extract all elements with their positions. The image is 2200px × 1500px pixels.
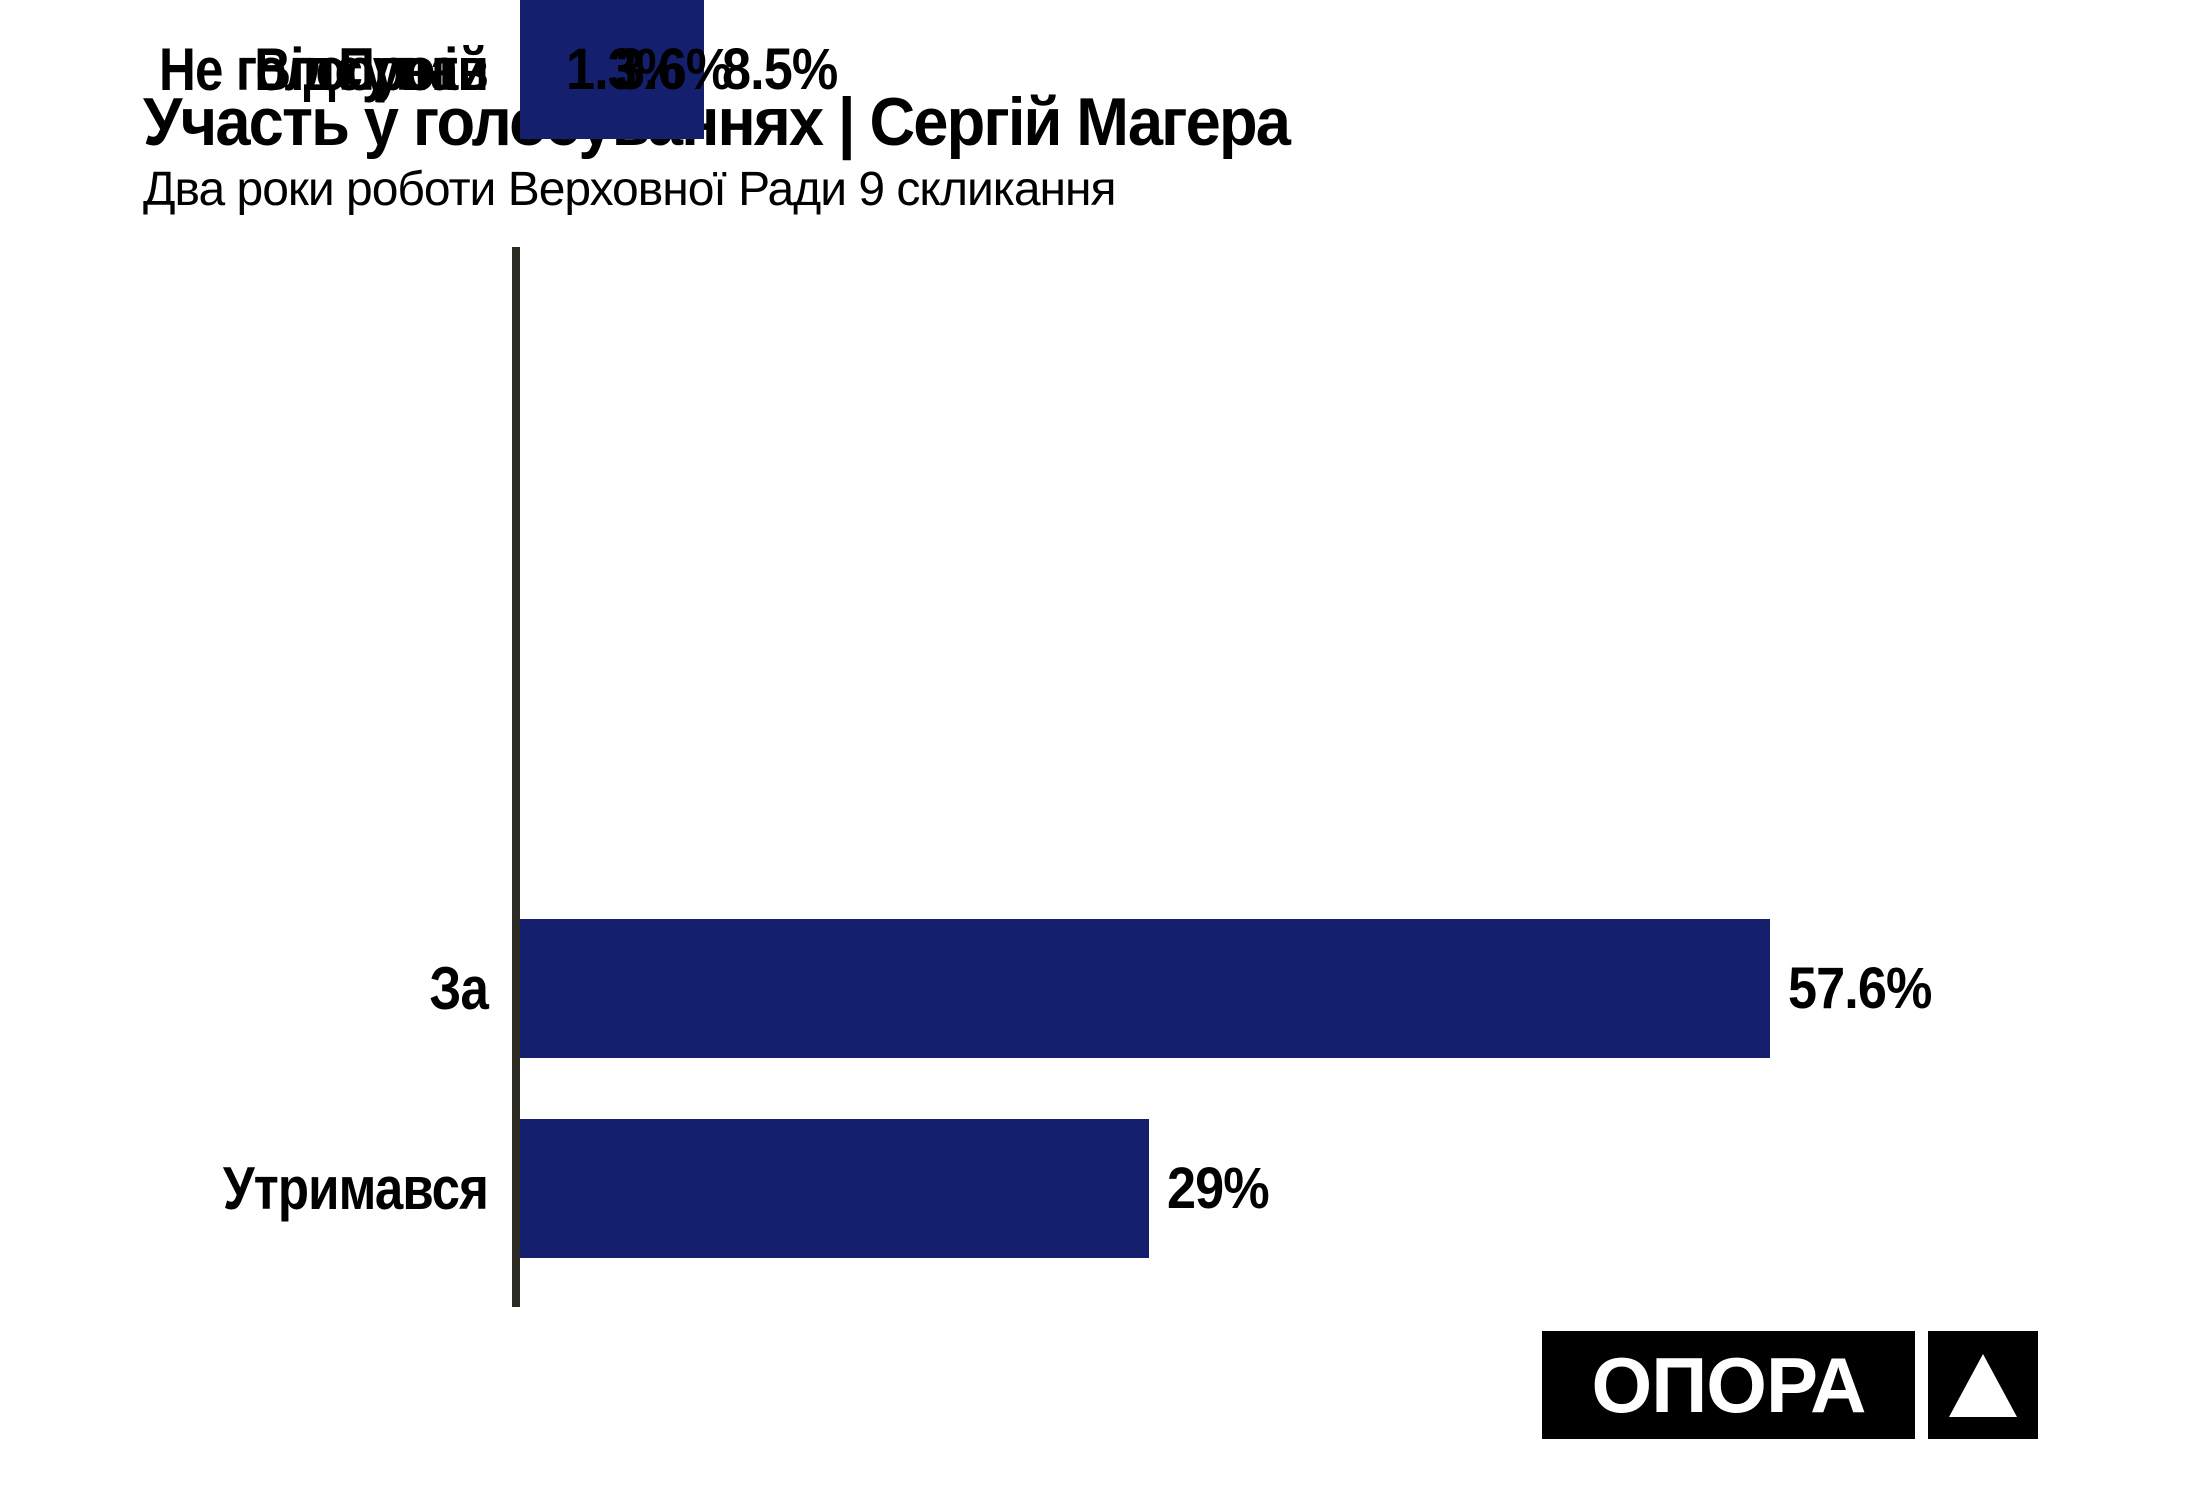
value-label: 29% [1167, 1156, 1270, 1221]
bar [520, 919, 1770, 1058]
category-label: Не голосував [159, 36, 489, 103]
category-label: За [429, 955, 488, 1022]
chart-subtitle: Два роки роботи Верховної Ради 9 скликан… [143, 163, 1117, 216]
bar-row-proty: Проти 1.3% [0, 0, 2200, 139]
category-label: Утримався [222, 1155, 489, 1222]
bar-row-za: За 57.6% [0, 919, 2200, 1058]
bar [520, 1119, 1149, 1258]
value-label: 8.5% [722, 37, 838, 102]
bar-row-ne-holosuvav: Не голосував 3.6% [0, 0, 2200, 139]
chart-title: Участь у голосуваннях | Сергій Магера [143, 84, 1291, 160]
triangle-up-icon [1949, 1354, 2017, 1417]
opora-logo-text: ОПОРА [1542, 1331, 1915, 1439]
y-axis-line [512, 247, 520, 1307]
category-label: Відсутній [254, 36, 489, 103]
value-label: 1.3% [566, 37, 682, 102]
bar-row-utrymavsia: Утримався 29% [0, 1119, 2200, 1258]
value-label: 3.6% [616, 37, 732, 102]
bar [520, 0, 548, 139]
value-label: 57.6% [1788, 956, 1932, 1021]
category-label: Проти [338, 36, 489, 103]
opora-logo-icon-box [1928, 1331, 2038, 1439]
